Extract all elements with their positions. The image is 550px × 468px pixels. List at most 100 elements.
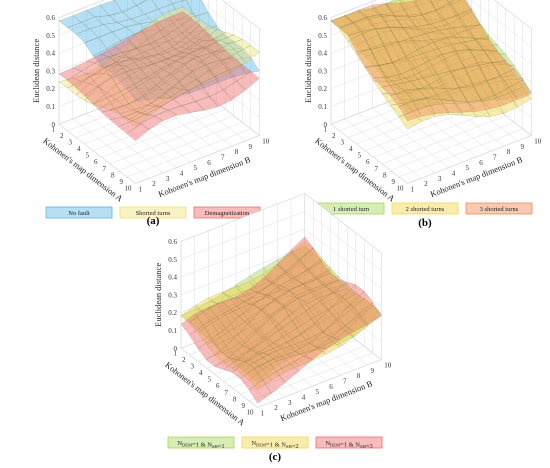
- surface-patch: [159, 98, 183, 110]
- surface-patch: [58, 67, 82, 81]
- surface-patch: [302, 276, 326, 290]
- surface-patch: [322, 321, 346, 342]
- surface-patch: [122, 5, 146, 20]
- surface-patch: [305, 292, 329, 309]
- surface-patch: [80, 62, 104, 77]
- x-tick-label: 3: [341, 138, 345, 146]
- surface-patch: [194, 306, 218, 326]
- surface-patch: [411, 40, 435, 55]
- grid-line: [235, 326, 313, 387]
- surface-patch: [231, 357, 255, 369]
- surface-patch: [247, 309, 271, 330]
- surface-patch: [474, 34, 498, 47]
- z-tick-label: 0.2: [46, 85, 55, 93]
- surface-patch: [421, 9, 445, 25]
- surface-patch: [491, 60, 515, 76]
- surface-patch: [145, 77, 169, 90]
- grid-line: [58, 22, 260, 83]
- legend-swatch: [315, 436, 383, 449]
- surface-patch: [248, 379, 272, 404]
- surface-patch: [168, 6, 192, 21]
- surface-patch: [266, 290, 290, 302]
- x-tick-label: 2: [332, 132, 336, 140]
- surface-patch: [211, 307, 235, 328]
- surface-patch: [281, 337, 305, 350]
- surface-patch: [417, 96, 441, 107]
- surface-patch: [80, 73, 105, 85]
- surface-patch: [264, 324, 288, 344]
- y-tick-label: 8: [357, 372, 361, 380]
- surface-patch: [214, 349, 238, 364]
- surface-patch: [156, 65, 180, 83]
- surface-patch: [336, 309, 360, 332]
- surface-patch: [281, 344, 305, 357]
- surface-patch: [123, 65, 147, 79]
- surface-patch: [208, 301, 232, 318]
- surface-patch: [171, 36, 195, 53]
- grid-line: [372, 108, 449, 168]
- surface-patch: [308, 332, 332, 348]
- x-tick-label: 3: [191, 362, 195, 370]
- surface-patch: [223, 350, 247, 362]
- surface-patch: [417, 88, 441, 99]
- z-tick-label: 0.4: [318, 50, 327, 58]
- surface-patch: [319, 287, 343, 301]
- surface-patch: [460, 36, 484, 51]
- surface-patch: [430, 18, 454, 34]
- surface-patch: [347, 33, 371, 55]
- surface-patch: [125, 23, 149, 35]
- legend-swatch: [391, 202, 459, 215]
- y-tick-label: 9: [521, 143, 525, 151]
- surface-patch: [92, 92, 116, 108]
- x-tick-label: 8: [111, 171, 115, 179]
- surface-patch: [130, 14, 154, 24]
- surface-patch: [375, 26, 399, 44]
- x-tick-label: 1: [174, 349, 178, 357]
- surface-patch: [116, 57, 141, 67]
- surface-patch: [211, 314, 235, 338]
- surface-patch: [108, 57, 132, 67]
- surface-patch: [149, 28, 173, 47]
- surface-patch: [221, 296, 245, 310]
- surface-patch: [92, 97, 116, 113]
- surface-patch: [263, 259, 287, 281]
- surface-patch: [58, 15, 82, 28]
- surface-patch: [433, 37, 457, 55]
- surface-patch: [388, 27, 412, 43]
- surface-patch: [167, 85, 191, 97]
- surface-patch: [269, 307, 293, 331]
- surface-patch: [400, 59, 424, 79]
- grid-line: [180, 282, 382, 342]
- surface-patch: [256, 318, 279, 341]
- surface-patch: [450, 59, 474, 78]
- surface-patch: [316, 272, 340, 287]
- surface-patch: [311, 286, 334, 302]
- surface-patch: [299, 247, 323, 270]
- surface-patch: [307, 257, 331, 278]
- surface-patch: [256, 314, 279, 336]
- surface-patch: [123, 100, 147, 111]
- surface-patch: [331, 325, 355, 340]
- surface-patch: [116, 59, 140, 73]
- y-tick-label: 3: [438, 175, 442, 183]
- surface-patch: [223, 357, 247, 369]
- surface-patch: [247, 306, 271, 324]
- legend-entry: 1 shorted turn: [333, 206, 370, 213]
- surface-patch: [236, 343, 260, 359]
- surface-patch: [225, 308, 249, 330]
- grid-line: [155, 86, 232, 147]
- surface-patch: [214, 49, 238, 65]
- surface-patch: [67, 81, 91, 96]
- surface-patch: [317, 333, 341, 349]
- surface-patch: [233, 311, 257, 332]
- y-tick-label: 8: [507, 148, 511, 156]
- surface-patch: [103, 64, 127, 76]
- surface-patch: [106, 81, 130, 100]
- surface-patch: [295, 338, 319, 354]
- surface-patch: [152, 58, 176, 69]
- surface-patch: [330, 15, 354, 28]
- grid-line: [75, 89, 200, 138]
- surface-patch: [211, 35, 235, 45]
- surface-patch: [394, 16, 418, 28]
